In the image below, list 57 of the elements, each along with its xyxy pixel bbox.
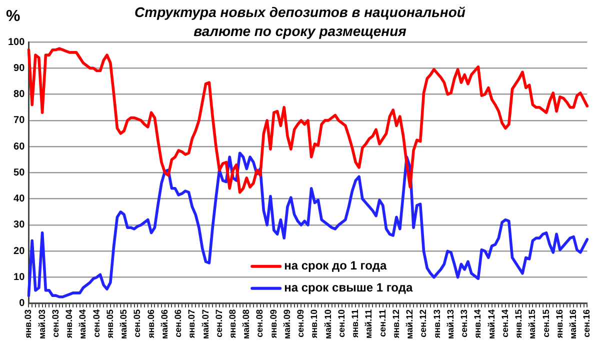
x-tick-label: сен.07 bbox=[214, 309, 224, 338]
x-tick-label: май.04 bbox=[78, 309, 88, 340]
x-tick-label: янв.14 bbox=[472, 309, 483, 338]
x-tick-label: янв.04 bbox=[64, 309, 74, 338]
y-axis-title: % bbox=[6, 8, 20, 26]
x-tick-label: май.14 bbox=[486, 309, 496, 340]
x-tick-label: сен.11 bbox=[377, 309, 388, 337]
x-tick-label: сен.05 bbox=[132, 309, 142, 338]
x-tick-label: янв.12 bbox=[390, 309, 401, 338]
y-tick-label: 60 bbox=[14, 141, 26, 152]
x-tick-label: май.10 bbox=[322, 309, 333, 340]
x-tick-label: сен.08 bbox=[254, 309, 265, 338]
y-tick-label: 50 bbox=[14, 167, 26, 178]
y-tick-label: 80 bbox=[14, 89, 26, 100]
x-tick-label: май.07 bbox=[200, 309, 210, 340]
x-tick-label: янв.16 bbox=[554, 309, 564, 338]
x-tick-label: янв.15 bbox=[514, 309, 524, 338]
x-tick-label: янв.09 bbox=[268, 309, 278, 338]
x-tick-label: сен.16 bbox=[582, 309, 592, 338]
legend-label: на срок до 1 года bbox=[284, 258, 387, 273]
x-tick-label: сен.03 bbox=[50, 309, 60, 338]
y-tick-label: 0 bbox=[19, 298, 26, 310]
x-tick-label: май.12 bbox=[404, 309, 415, 340]
x-tick-label: май.05 bbox=[118, 309, 129, 340]
x-tick-label: май.15 bbox=[527, 309, 538, 340]
legend-label: на срок свыше 1 года bbox=[284, 280, 413, 295]
x-tick-label: май.11 bbox=[364, 309, 374, 339]
x-tick-label: янв.03 bbox=[23, 309, 34, 338]
x-tick-label: сен.09 bbox=[296, 309, 306, 338]
chart-title: Структура новых депозитов в национальной валюте по сроку размещения bbox=[134, 3, 466, 41]
y-tick-label: 70 bbox=[14, 115, 26, 126]
y-tick-label: 30 bbox=[14, 220, 26, 231]
y-tick-label: 20 bbox=[14, 246, 26, 257]
x-tick-label: янв.05 bbox=[104, 309, 115, 338]
x-tick-label: сен.04 bbox=[91, 309, 102, 338]
x-tick-label: янв.07 bbox=[186, 309, 197, 338]
x-tick-label: янв.13 bbox=[432, 309, 442, 338]
x-tick-label: май.16 bbox=[568, 309, 578, 340]
x-tick-label: янв.10 bbox=[309, 309, 320, 338]
x-tick-label: май.13 bbox=[445, 309, 456, 340]
x-tick-label: май.08 bbox=[241, 309, 252, 340]
x-tick-label: янв.11 bbox=[350, 309, 360, 338]
y-tick-label: 40 bbox=[14, 194, 26, 205]
x-tick-label: сен.12 bbox=[418, 309, 428, 338]
x-tick-label: янв.08 bbox=[228, 309, 238, 338]
x-tick-label: янв.06 bbox=[146, 309, 156, 338]
x-tick-label: май.09 bbox=[282, 309, 292, 340]
x-tick-label: сен.14 bbox=[500, 309, 510, 338]
x-tick-label: сен.10 bbox=[336, 309, 346, 338]
x-tick-label: май.03 bbox=[36, 309, 47, 340]
y-tick-label: 100 bbox=[8, 36, 26, 48]
x-tick-label: сен.06 bbox=[173, 309, 184, 338]
x-tick-label: сен.15 bbox=[540, 309, 551, 338]
x-tick-label: сен.13 bbox=[459, 309, 470, 338]
y-tick-label: 10 bbox=[14, 272, 26, 284]
y-tick-label: 90 bbox=[14, 62, 26, 74]
x-tick-label: май.06 bbox=[159, 309, 170, 340]
